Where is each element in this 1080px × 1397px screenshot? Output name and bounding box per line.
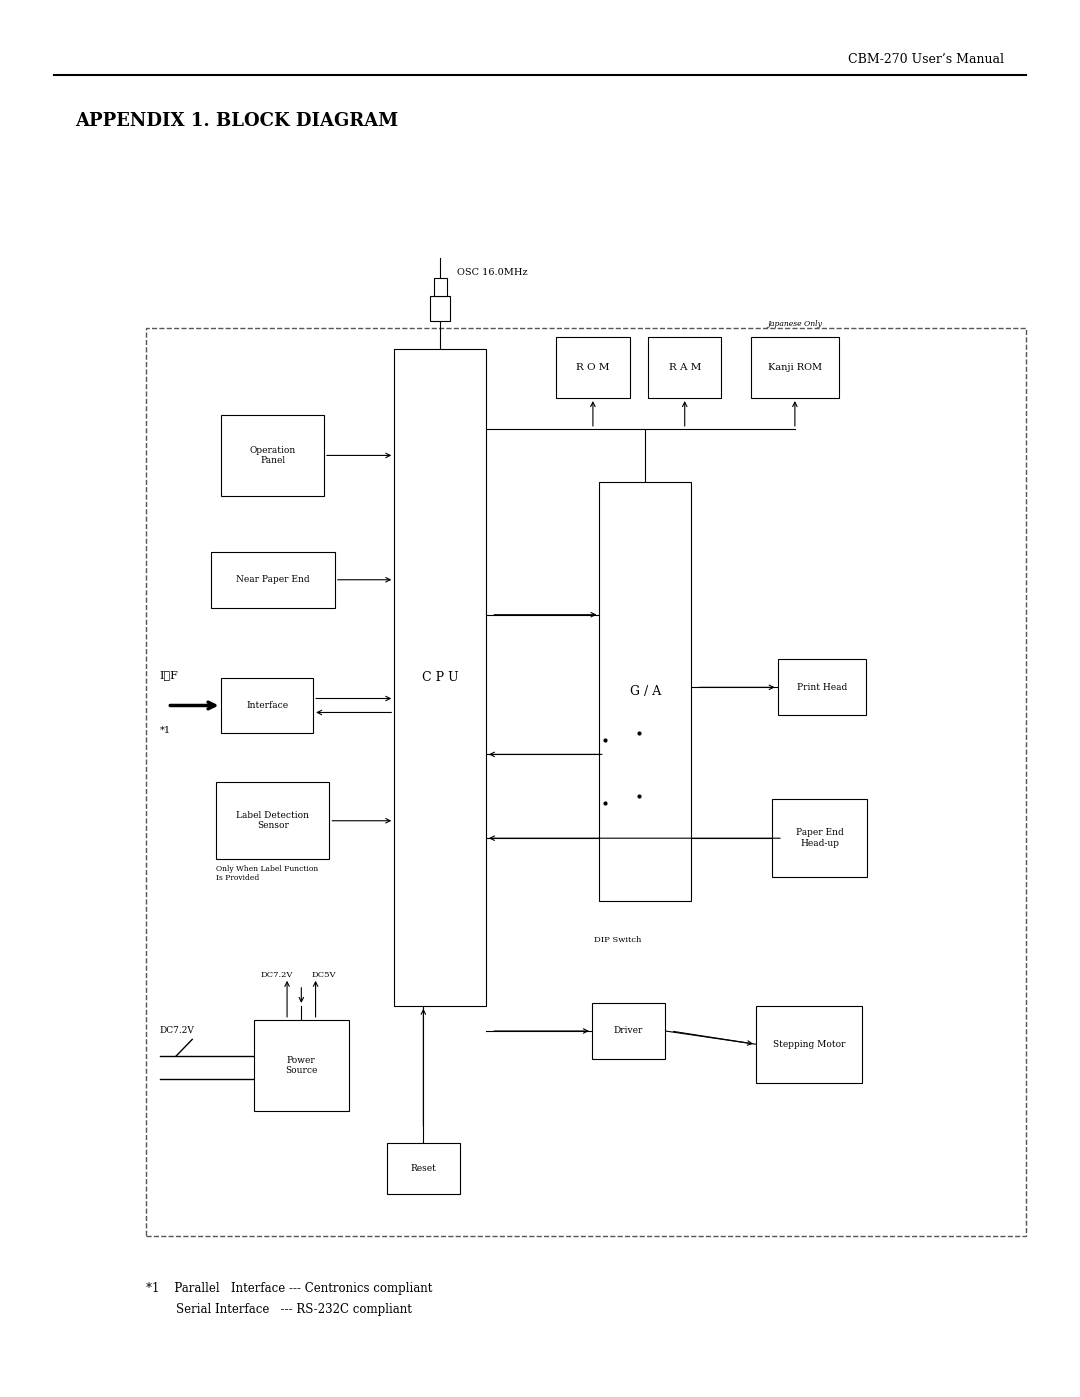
Text: DC5V: DC5V xyxy=(312,971,337,979)
Text: DIP Switch: DIP Switch xyxy=(594,936,642,944)
Text: I／F: I／F xyxy=(160,669,178,680)
Text: CBM-270 User’s Manual: CBM-270 User’s Manual xyxy=(849,53,1004,66)
FancyBboxPatch shape xyxy=(556,337,630,398)
Text: Print Head: Print Head xyxy=(797,683,847,692)
Text: APPENDIX 1. BLOCK DIAGRAM: APPENDIX 1. BLOCK DIAGRAM xyxy=(76,112,399,130)
Text: Only When Label Function
Is Provided: Only When Label Function Is Provided xyxy=(216,865,319,882)
Text: Operation
Panel: Operation Panel xyxy=(249,446,296,465)
FancyBboxPatch shape xyxy=(778,659,866,715)
Text: R A M: R A M xyxy=(669,363,701,372)
Text: DC7.2V: DC7.2V xyxy=(160,1025,194,1035)
Text: Kanji ROM: Kanji ROM xyxy=(768,363,822,372)
FancyBboxPatch shape xyxy=(599,482,691,901)
Text: Paper End
Head-up: Paper End Head-up xyxy=(796,828,843,848)
Text: *1    Parallel   Interface --- Centronics compliant: *1 Parallel Interface --- Centronics com… xyxy=(146,1282,432,1295)
FancyBboxPatch shape xyxy=(216,782,329,859)
Text: Serial Interface   --- RS-232C compliant: Serial Interface --- RS-232C compliant xyxy=(146,1303,411,1316)
Text: Driver: Driver xyxy=(613,1027,644,1035)
FancyBboxPatch shape xyxy=(430,296,450,321)
Text: Near Paper End: Near Paper End xyxy=(235,576,310,584)
FancyBboxPatch shape xyxy=(648,337,721,398)
Text: DC7.2V: DC7.2V xyxy=(260,971,293,979)
FancyBboxPatch shape xyxy=(221,415,324,496)
Text: Japanese Only: Japanese Only xyxy=(768,320,822,328)
FancyBboxPatch shape xyxy=(433,278,447,296)
FancyBboxPatch shape xyxy=(756,1006,862,1083)
Text: G / A: G / A xyxy=(630,685,661,698)
Text: Stepping Motor: Stepping Motor xyxy=(772,1039,846,1049)
FancyBboxPatch shape xyxy=(592,1003,665,1059)
Text: Label Detection
Sensor: Label Detection Sensor xyxy=(237,812,309,830)
FancyBboxPatch shape xyxy=(772,799,867,877)
Text: OSC 16.0MHz: OSC 16.0MHz xyxy=(458,268,528,277)
FancyBboxPatch shape xyxy=(221,678,313,733)
FancyBboxPatch shape xyxy=(211,552,335,608)
FancyBboxPatch shape xyxy=(394,349,486,1006)
Text: R O M: R O M xyxy=(576,363,610,372)
Text: C P U: C P U xyxy=(422,671,458,685)
Text: Reset: Reset xyxy=(410,1164,436,1173)
Text: Interface: Interface xyxy=(246,701,288,710)
Text: Power
Source: Power Source xyxy=(285,1056,318,1074)
FancyBboxPatch shape xyxy=(751,337,839,398)
Text: *1: *1 xyxy=(160,726,171,735)
FancyBboxPatch shape xyxy=(387,1143,460,1194)
FancyBboxPatch shape xyxy=(254,1020,349,1111)
